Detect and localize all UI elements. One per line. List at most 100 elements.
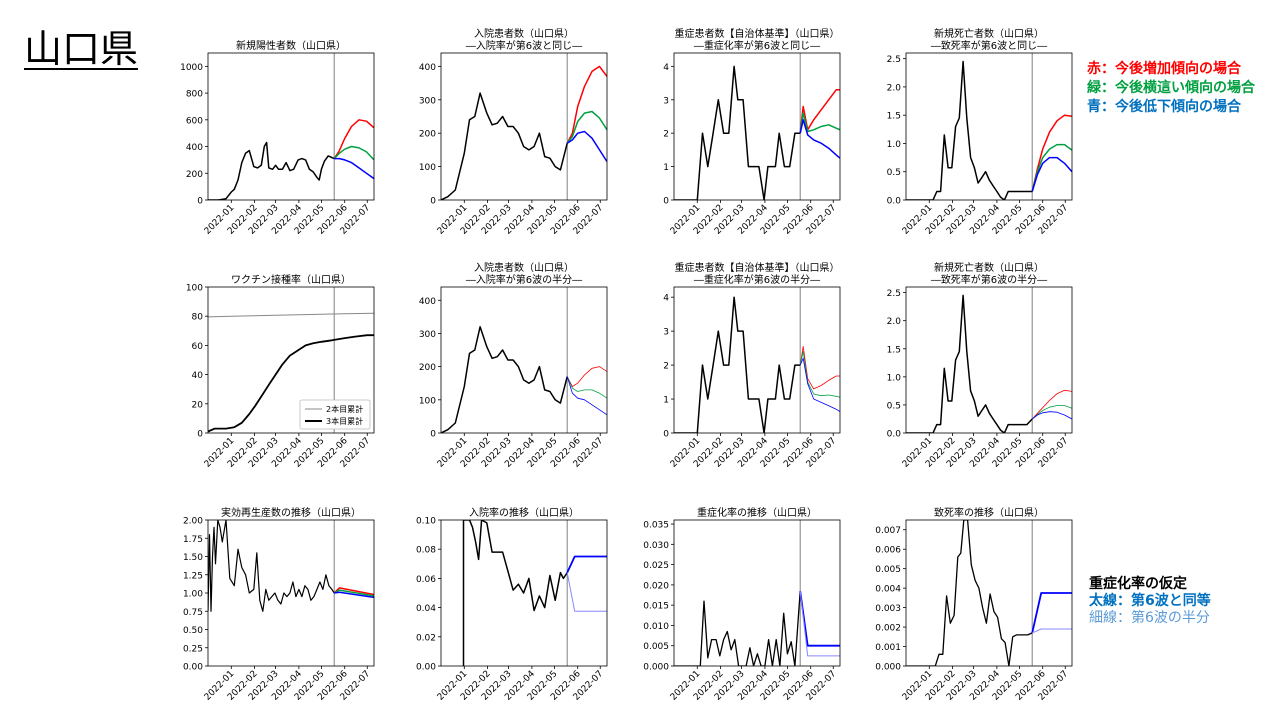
series-line-2 bbox=[566, 376, 607, 399]
plot-frame bbox=[905, 286, 1073, 434]
y-tick-label: 0 bbox=[663, 197, 669, 207]
y-tick-label: 4 bbox=[663, 63, 669, 73]
y-tick-label: 1.0 bbox=[887, 140, 902, 150]
y-tick-label: 0.02 bbox=[416, 633, 436, 643]
chart-title: ―致死率が第6波と同じ― bbox=[931, 39, 1047, 52]
series-line-3 bbox=[799, 357, 840, 412]
y-tick-label: 60 bbox=[192, 342, 204, 352]
y-tick-label: 40 bbox=[192, 371, 204, 381]
plot-frame bbox=[673, 286, 841, 434]
y-tick-label: 200 bbox=[419, 130, 436, 140]
y-tick-label: 0 bbox=[197, 197, 203, 207]
y-tick-label: 2.5 bbox=[887, 289, 901, 299]
chart-title: 入院率の推移（山口県） bbox=[469, 506, 579, 519]
plot-frame bbox=[673, 519, 841, 667]
plot-frame bbox=[905, 519, 1073, 667]
y-tick-label: 100 bbox=[419, 396, 436, 406]
y-tick-label: 0.007 bbox=[875, 526, 901, 536]
y-tick-label: 0.015 bbox=[643, 602, 669, 612]
series-line-1 bbox=[333, 587, 374, 596]
series-line-3 bbox=[334, 157, 374, 180]
y-tick-label: 600 bbox=[186, 116, 203, 126]
y-tick-label: 2.0 bbox=[887, 317, 902, 327]
y-tick-label: 80 bbox=[192, 313, 204, 323]
plot-frame bbox=[440, 286, 608, 434]
series-line-0 bbox=[674, 296, 801, 433]
y-tick-label: 800 bbox=[186, 90, 203, 100]
assumption-thick-line: 太線：第6波と同等 bbox=[1089, 593, 1211, 609]
chart-severe-half: 重症患者数【自治体基準】（山口県）―重症化率が第6波の半分―012342022-… bbox=[663, 261, 841, 470]
y-tick-label: 100 bbox=[186, 284, 203, 294]
series-line-1 bbox=[799, 89, 840, 134]
series-line-1 bbox=[208, 334, 374, 433]
y-tick-label: 300 bbox=[419, 330, 436, 340]
chart-title: 新規死亡者数（山口県） bbox=[934, 261, 1044, 274]
y-tick-label: 0 bbox=[663, 430, 669, 440]
chart-title: ―致死率が第6波の半分― bbox=[931, 273, 1047, 286]
y-tick-label: 0.08 bbox=[416, 546, 436, 556]
series-line-0 bbox=[674, 590, 801, 666]
plot-frame bbox=[905, 52, 1073, 201]
plot-frame bbox=[673, 52, 841, 201]
page-title: 山口県 bbox=[24, 27, 139, 71]
y-tick-label: 2 bbox=[663, 362, 669, 372]
y-tick-label: 400 bbox=[186, 143, 203, 153]
y-tick-label: 1.0 bbox=[887, 373, 902, 383]
y-tick-label: 300 bbox=[419, 96, 436, 106]
assumption-thin-line: 細線：第6波の半分 bbox=[1089, 610, 1210, 626]
y-tick-label: 0.00 bbox=[183, 663, 203, 673]
y-tick-label: 200 bbox=[419, 363, 436, 373]
chart-severe-same: 重症患者数【自治体基準】（山口県）―重症化率が第6波と同じ―012342022-… bbox=[663, 27, 841, 237]
y-tick-label: 200 bbox=[186, 170, 203, 180]
y-tick-label: 0.035 bbox=[643, 521, 669, 531]
y-tick-label: 0.5 bbox=[887, 168, 901, 178]
chart-vaccination: ワクチン接種率（山口県）0204060801002022-012022-0220… bbox=[186, 273, 375, 470]
series-line-2 bbox=[566, 572, 607, 612]
series-line-1 bbox=[799, 590, 840, 647]
series-line-3 bbox=[566, 376, 607, 416]
series-line-0 bbox=[906, 60, 1033, 200]
chart-title: ―入院率が第6波の半分― bbox=[466, 273, 582, 286]
y-tick-label: 1.5 bbox=[887, 112, 901, 122]
chart-deaths-same: 新規死亡者数（山口県）―致死率が第6波と同じ― 0.0 0.5 1.0 1.5 2.0 2.… bbox=[887, 27, 1073, 237]
y-tick-label: 0.005 bbox=[643, 642, 669, 652]
y-tick-label: 0.030 bbox=[643, 541, 669, 551]
series-line-3 bbox=[1031, 411, 1072, 420]
series-line-2 bbox=[799, 351, 840, 398]
series-line-3 bbox=[799, 119, 840, 159]
chart-severe-rate: 重症化率の推移（山口県） 0.000 0.005 0.010 0.015 0.020 0.0… bbox=[643, 506, 841, 703]
y-tick-label: 0.25 bbox=[183, 644, 203, 654]
chart-title: 重症患者数【自治体基準】（山口県） bbox=[675, 27, 840, 40]
assumption-legend: 重症化率の仮定 太線：第6波と同等 細線：第6波の半分 bbox=[1089, 576, 1211, 627]
chart-rt: 実効再生産数の推移（山口県） 0.00 0.25 0.50 0.75 1.00 1.25 1.… bbox=[183, 506, 375, 703]
y-tick-label: 0.002 bbox=[875, 624, 901, 634]
series-line-1 bbox=[566, 65, 607, 144]
y-tick-label: 0 bbox=[430, 197, 436, 207]
chart-title: ―重症化率が第6波の半分― bbox=[694, 273, 820, 286]
plot-frame bbox=[440, 519, 608, 667]
y-tick-label: 0.000 bbox=[875, 663, 901, 673]
chart-hosp-rate: 入院率の推移（山口県）0.000.020.040.060.080.102022-… bbox=[416, 506, 608, 703]
chart-title: 致死率の推移（山口県） bbox=[934, 506, 1044, 519]
y-tick-label: 2.0 bbox=[887, 83, 902, 93]
series-line-1 bbox=[566, 366, 607, 387]
y-tick-label: 400 bbox=[419, 63, 436, 73]
series-line-2 bbox=[1032, 628, 1072, 634]
y-tick-label: 1.5 bbox=[887, 345, 901, 355]
y-tick-label: 0.001 bbox=[875, 643, 901, 653]
scenario-legend-flat: 緑：今後横這い傾向の場合 bbox=[1087, 80, 1255, 96]
series-line-3 bbox=[566, 130, 607, 163]
legend-label: 2本目累計 bbox=[326, 404, 363, 414]
series-line-0 bbox=[462, 520, 568, 666]
series-line-0 bbox=[441, 326, 568, 433]
y-tick-label: 1.00 bbox=[183, 590, 203, 600]
y-tick-label: 0.003 bbox=[875, 604, 901, 614]
series-line-2 bbox=[1031, 405, 1072, 420]
plot-frame bbox=[440, 52, 608, 201]
y-tick-label: 1.75 bbox=[183, 535, 203, 545]
chart-deaths-half: 新規死亡者数（山口県）―致死率が第6波の半分― 0.0 0.5 1.0 1.5 2.0 2.… bbox=[887, 261, 1073, 470]
y-tick-label: 0.006 bbox=[875, 546, 901, 556]
y-tick-label: 0.000 bbox=[643, 663, 669, 673]
plot-frame bbox=[207, 52, 375, 201]
series-line-2 bbox=[799, 590, 840, 657]
